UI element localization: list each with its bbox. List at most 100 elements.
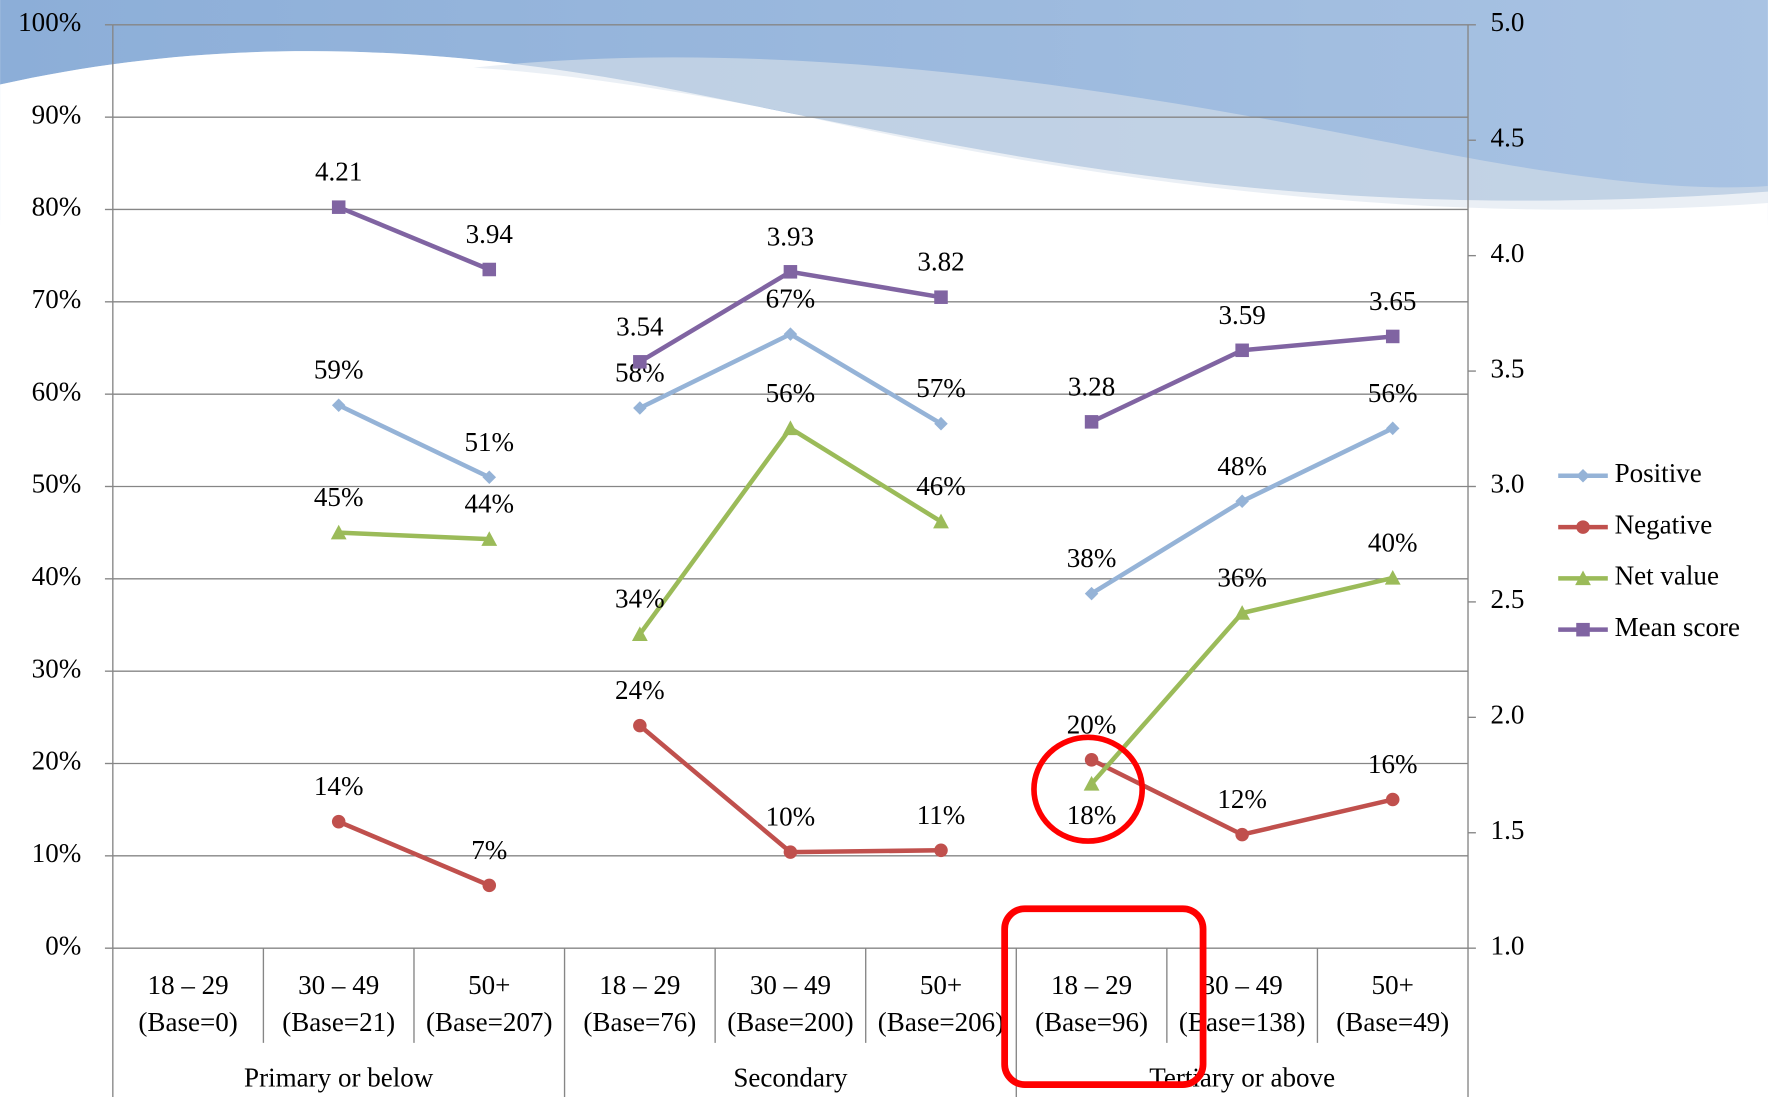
x-tick-note: (Base=206) — [878, 1007, 1004, 1037]
marker — [631, 626, 648, 641]
y-tick-label: 40% — [32, 561, 82, 591]
group-label: Primary or below — [244, 1062, 434, 1092]
marker — [633, 355, 647, 369]
data-label: 10% — [766, 802, 816, 832]
data-label: 12% — [1217, 784, 1267, 814]
marker — [1384, 570, 1401, 585]
data-label: 48% — [1217, 451, 1267, 481]
data-label: 59% — [314, 355, 364, 385]
data-label: 3.54 — [616, 311, 664, 341]
x-tick-note: (Base=76) — [583, 1007, 696, 1037]
x-tick-label: 50+ — [468, 970, 510, 1000]
y2-tick-label: 5.0 — [1491, 7, 1525, 37]
y-tick-label: 0% — [45, 930, 81, 960]
y2-tick-label: 3.0 — [1491, 469, 1525, 499]
data-label: 51% — [464, 427, 514, 457]
x-tick-note: (Base=138) — [1179, 1007, 1305, 1037]
y-tick-label: 90% — [32, 99, 82, 129]
y-tick-label: 70% — [32, 284, 82, 314]
series-line — [337, 205, 491, 272]
data-label: 56% — [1368, 378, 1418, 408]
y-tick-label: 50% — [32, 469, 82, 499]
legend-label: Mean score — [1615, 612, 1740, 642]
legend-label: Net value — [1615, 561, 1719, 591]
y2-tick-label: 3.5 — [1491, 353, 1525, 383]
marker — [1235, 827, 1249, 842]
marker — [1084, 415, 1099, 429]
legend-marker — [1576, 520, 1590, 534]
marker — [481, 531, 498, 546]
data-label: 67% — [766, 284, 816, 314]
x-tick-label: 30 – 49 — [298, 970, 379, 1000]
data-label: 38% — [1067, 543, 1117, 573]
series-line — [337, 403, 491, 480]
y-tick-label: 80% — [32, 192, 82, 222]
y-tick-label: 10% — [32, 838, 82, 868]
series-line — [338, 530, 490, 542]
highlight-circle — [1031, 734, 1146, 844]
marker — [331, 398, 346, 412]
data-label: 18% — [1067, 800, 1117, 830]
series-line — [638, 723, 942, 855]
data-label: 3.59 — [1218, 300, 1265, 330]
y2-tick-label: 2.5 — [1491, 584, 1525, 614]
data-label: 45% — [314, 482, 364, 512]
legend-marker — [1576, 622, 1590, 637]
data-label: 4.21 — [315, 157, 362, 187]
x-tick-note: (Base=96) — [1035, 1007, 1148, 1037]
data-label: 46% — [916, 471, 966, 501]
x-tick-note: (Base=21) — [282, 1007, 395, 1037]
marker — [1235, 343, 1249, 358]
marker — [934, 416, 948, 431]
x-tick-note: (Base=0) — [138, 1007, 237, 1037]
y2-tick-label: 4.5 — [1491, 122, 1525, 152]
legend-marker — [1575, 570, 1591, 586]
legend-marker — [1576, 469, 1590, 483]
data-label: 36% — [1217, 563, 1267, 593]
x-tick-note: (Base=49) — [1336, 1007, 1449, 1037]
data-label: 3.82 — [917, 247, 964, 277]
x-tick-label: 30 – 49 — [750, 970, 831, 1000]
y2-tick-label: 4.0 — [1491, 238, 1525, 268]
series-line — [638, 426, 943, 636]
marker — [934, 290, 948, 304]
marker — [783, 265, 798, 279]
x-tick-label: 18 – 29 — [1051, 970, 1132, 1000]
data-label: 24% — [615, 675, 665, 705]
highlight-box — [1001, 905, 1207, 1088]
data-label: 57% — [916, 373, 966, 403]
y-tick-label: 60% — [32, 376, 82, 406]
marker — [633, 401, 647, 415]
marker — [330, 524, 347, 540]
x-tick-note: (Base=207) — [426, 1007, 552, 1037]
marker — [1235, 494, 1249, 509]
x-tick-label: 18 – 29 — [148, 970, 229, 1000]
data-label: 20% — [1067, 709, 1117, 739]
y2-tick-label: 1.0 — [1491, 930, 1525, 960]
marker — [482, 262, 497, 277]
y-tick-label: 20% — [32, 746, 82, 776]
legend-label: Negative — [1615, 509, 1713, 539]
data-label: 16% — [1368, 749, 1418, 779]
data-label: 40% — [1368, 527, 1418, 557]
y-tick-label: 30% — [32, 653, 82, 683]
y2-tick-label: 1.5 — [1491, 815, 1525, 845]
y2-tick-label: 2.0 — [1491, 700, 1525, 730]
data-label: 3.94 — [466, 219, 514, 249]
marker — [1385, 792, 1400, 807]
marker — [934, 843, 948, 858]
x-tick-label: 18 – 29 — [599, 970, 680, 1000]
legend-label: Positive — [1615, 458, 1702, 488]
data-label: 44% — [464, 489, 514, 519]
data-label: 34% — [615, 584, 665, 614]
marker — [331, 200, 346, 214]
data-label: 56% — [766, 378, 816, 408]
marker — [783, 845, 798, 859]
background-wave — [0, 0, 1768, 232]
marker — [482, 470, 497, 485]
data-label: 3.28 — [1068, 371, 1115, 401]
data-label: 7% — [471, 835, 507, 865]
x-tick-label: 50+ — [1372, 970, 1414, 1000]
data-label: 3.93 — [767, 221, 814, 251]
